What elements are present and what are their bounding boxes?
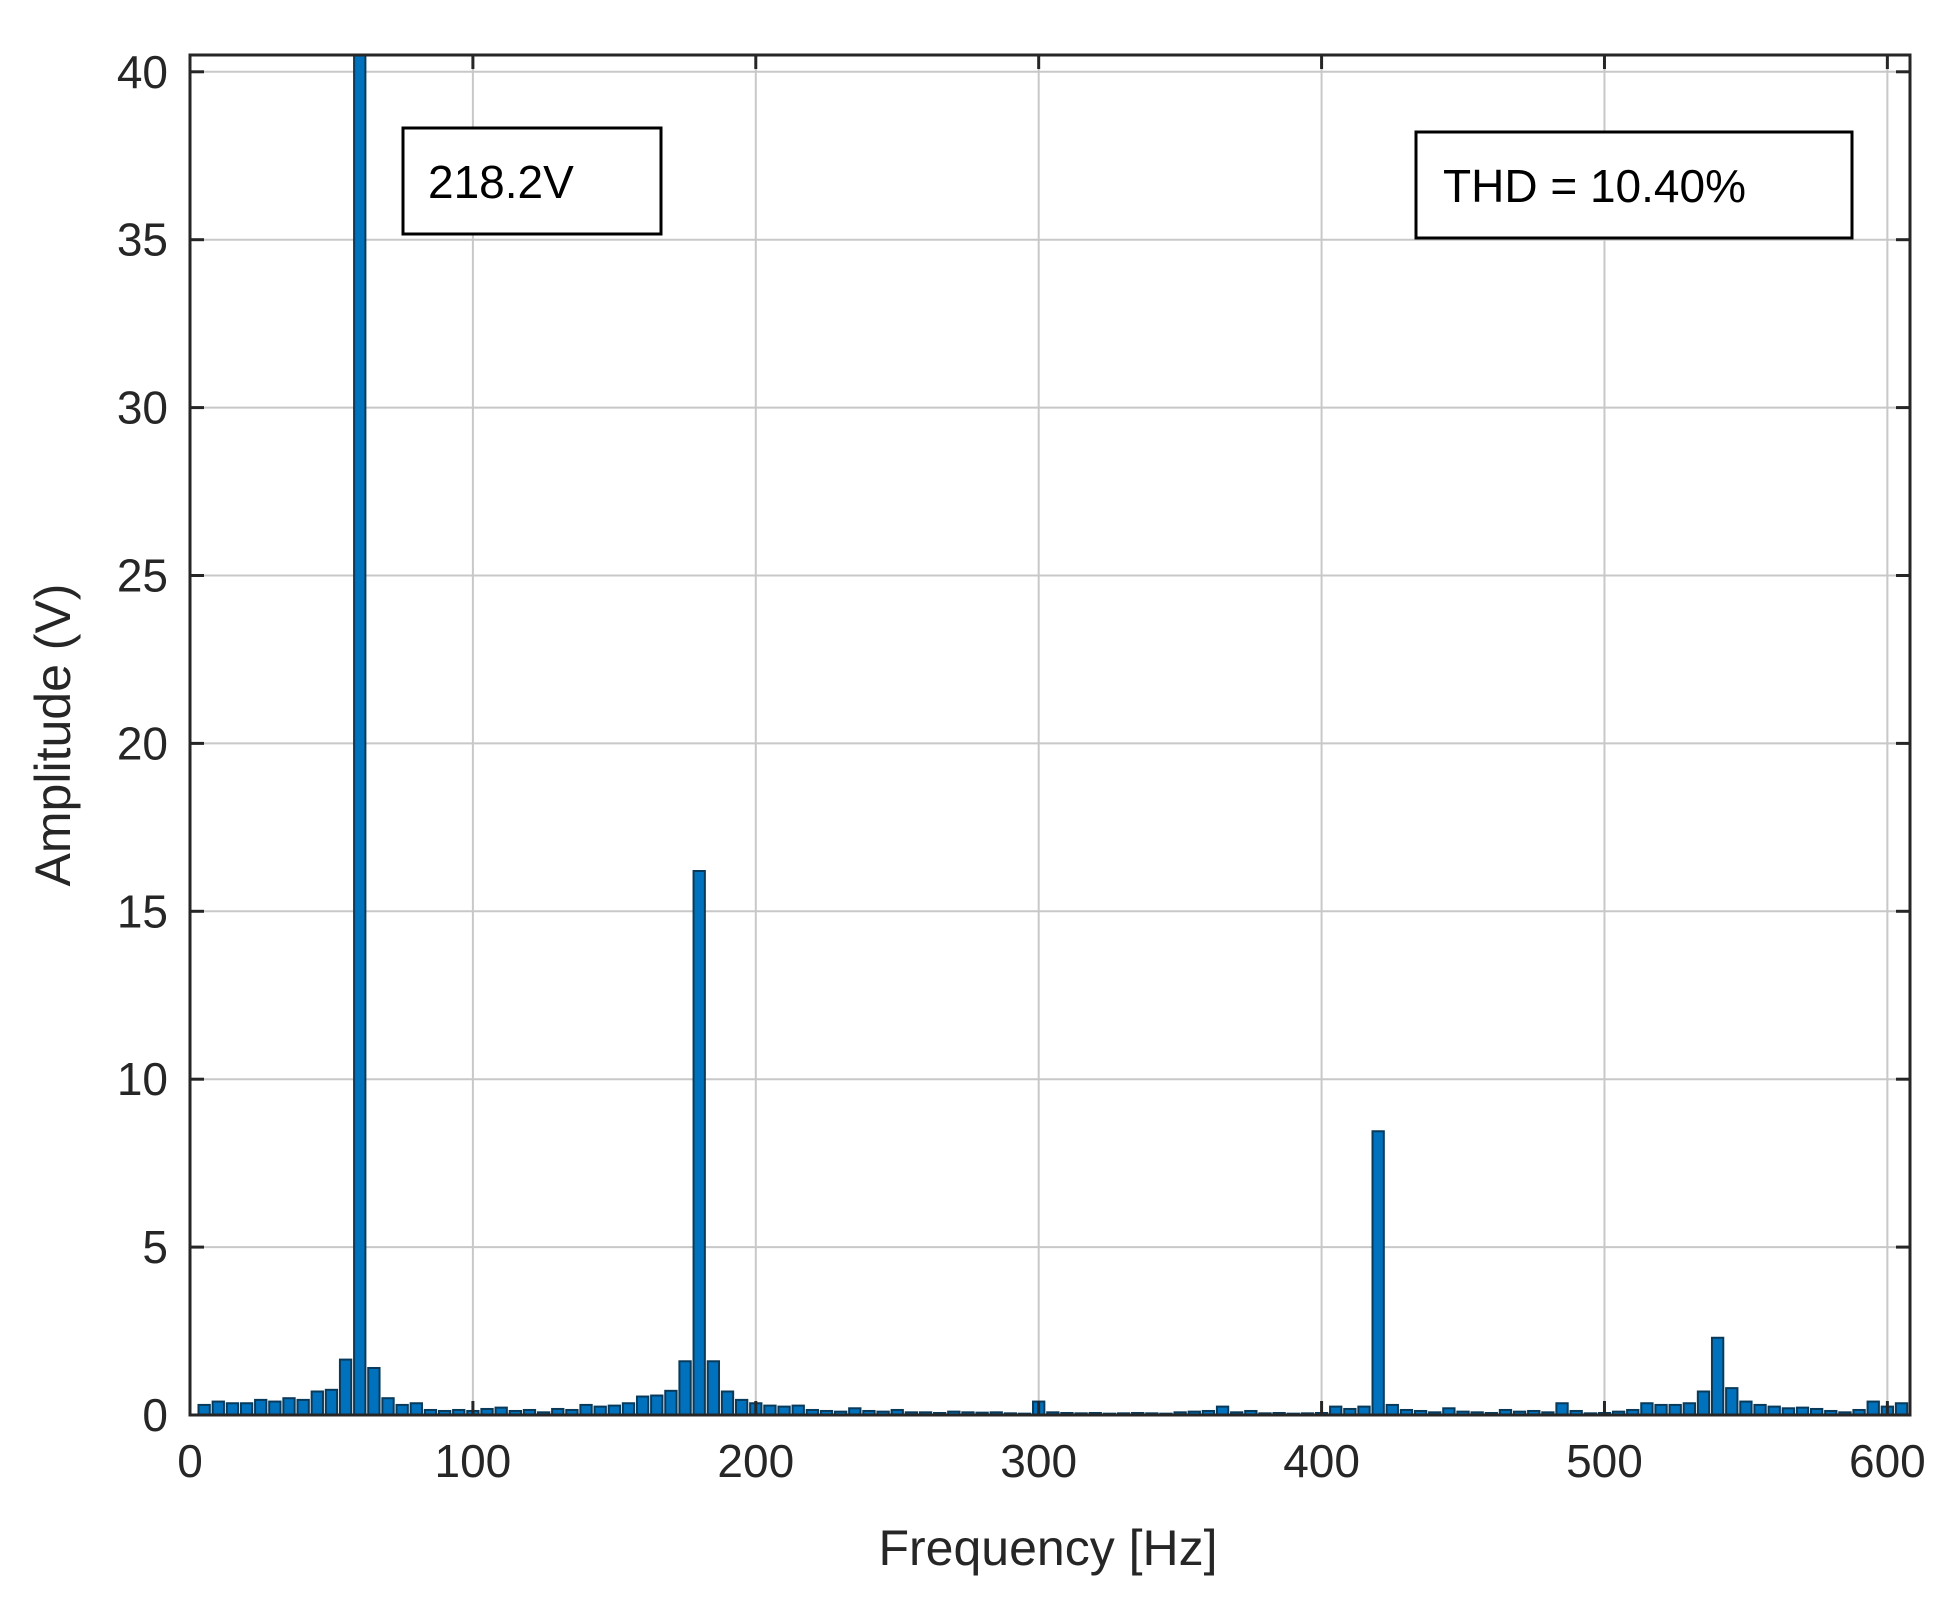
y-tick-label-15: 15	[117, 885, 168, 937]
bar-540hz	[1710, 1336, 1725, 1416]
bar-45hz	[310, 1390, 324, 1416]
y-tick-label-35: 35	[117, 214, 168, 266]
x-tick-label-300: 300	[1000, 1435, 1077, 1487]
x-tick-label-400: 400	[1283, 1435, 1360, 1487]
bar-5hz	[197, 1403, 211, 1416]
bar-160hz	[635, 1395, 650, 1417]
bar-595hz	[1866, 1400, 1880, 1416]
bar-35hz	[282, 1397, 296, 1416]
bar-30hz	[268, 1400, 282, 1416]
annotation-thd: THD = 10.40%	[1414, 130, 1854, 240]
bar-175hz	[678, 1360, 692, 1416]
bar-25hz	[254, 1398, 268, 1417]
x-tick-label-200: 200	[717, 1435, 794, 1487]
annotation-fundamental-text: 218.2V	[428, 156, 574, 208]
bar-80hz	[409, 1402, 423, 1417]
bar-485hz	[1555, 1402, 1569, 1417]
y-axis-ticks: 0 5 10 15 20 25 30 35 40	[117, 46, 1910, 1441]
bar-140hz	[579, 1403, 593, 1416]
axes-box	[188, 53, 1912, 1417]
y-tick-label-25: 25	[117, 549, 168, 601]
annotation-thd-box	[1414, 130, 1854, 240]
bar-60hz	[353, 54, 367, 1416]
bar-425hz	[1385, 1403, 1399, 1416]
bar-520hz	[1654, 1403, 1668, 1416]
bar-50hz	[324, 1388, 339, 1417]
x-tick-label-100: 100	[435, 1435, 512, 1487]
y-tick-label-0: 0	[142, 1389, 168, 1441]
x-tick-label-0: 0	[177, 1435, 203, 1487]
bar-10hz	[211, 1400, 225, 1416]
bar-55hz	[338, 1358, 353, 1417]
y-axis-label: Amplitude (V)	[25, 584, 81, 887]
y-tick-label-40: 40	[117, 46, 168, 98]
y-tick-label-20: 20	[117, 717, 168, 769]
bar-40hz	[296, 1398, 310, 1417]
annotation-thd-text: THD = 10.40%	[1443, 160, 1746, 212]
bar-185hz	[706, 1360, 721, 1416]
plot-border	[188, 53, 1912, 1417]
bar-15hz	[225, 1402, 240, 1417]
bar-20hz	[239, 1402, 254, 1417]
bar-190hz	[720, 1390, 735, 1416]
bar-535hz	[1696, 1390, 1711, 1416]
bar-530hz	[1682, 1402, 1696, 1417]
bar-550hz	[1739, 1400, 1753, 1416]
bar-420hz	[1371, 1130, 1385, 1417]
y-tick-label-5: 5	[142, 1221, 168, 1273]
bar-195hz	[734, 1398, 749, 1417]
bar-75hz	[395, 1403, 409, 1416]
x-axis-ticks: 0 100 200 300 400 500 600	[177, 55, 1926, 1487]
annotation-fundamental-box	[401, 126, 663, 236]
bar-170hz	[664, 1389, 678, 1417]
bar-70hz	[381, 1397, 395, 1416]
bar-525hz	[1668, 1403, 1682, 1416]
x-tick-label-600: 600	[1849, 1435, 1926, 1487]
bar-545hz	[1725, 1387, 1739, 1416]
bar-180hz	[692, 870, 706, 1416]
bar-65hz	[367, 1366, 381, 1417]
bar-555hz	[1753, 1403, 1767, 1416]
annotation-fundamental: 218.2V	[401, 126, 663, 236]
bar-155hz	[621, 1402, 636, 1417]
y-tick-label-30: 30	[117, 382, 168, 434]
x-tick-label-500: 500	[1566, 1435, 1643, 1487]
bar-165hz	[650, 1394, 664, 1416]
y-tick-label-10: 10	[117, 1053, 168, 1105]
x-axis-label: Frequency [Hz]	[878, 1520, 1217, 1576]
bar-515hz	[1640, 1402, 1654, 1417]
bar-605hz	[1894, 1402, 1909, 1417]
